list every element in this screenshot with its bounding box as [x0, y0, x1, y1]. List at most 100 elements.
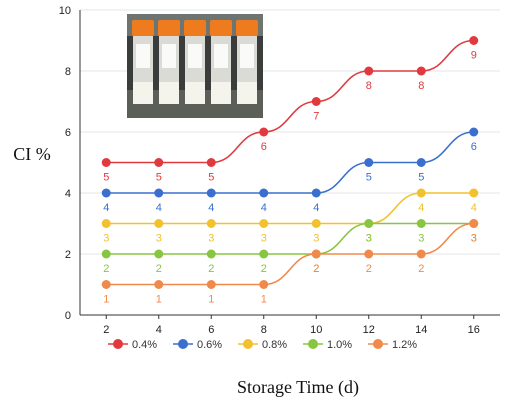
point-0-8pct-4	[154, 219, 164, 228]
legend-marker-0-6pct	[178, 339, 188, 349]
y-axis-label: CI %	[13, 144, 51, 164]
tube-label	[214, 44, 228, 68]
tube-sample	[133, 82, 153, 104]
data-label-0-4pct-16: 9	[471, 50, 477, 62]
data-label-0-4pct-10: 7	[313, 111, 319, 123]
tube-cap	[236, 20, 258, 36]
point-1-2pct-8	[259, 280, 269, 289]
data-label-0-6pct-10: 4	[313, 202, 319, 214]
data-label-0-4pct-4: 5	[156, 172, 162, 184]
point-0-4pct-6	[206, 158, 216, 167]
tube-sample	[159, 82, 179, 104]
x-tick-8: 8	[261, 324, 267, 336]
tube-cap	[184, 20, 206, 36]
point-1-2pct-10	[311, 249, 321, 259]
data-label-1-2pct-8: 1	[261, 294, 267, 306]
point-0-6pct-14	[416, 158, 426, 167]
series-line-0-8pct	[106, 192, 474, 225]
y-tick-2: 2	[65, 249, 71, 261]
data-label-0-4pct-2: 5	[103, 172, 109, 184]
legend-marker-1-2pct	[373, 339, 383, 349]
data-label-0-8pct-4: 3	[156, 233, 162, 245]
data-label-1-0pct-4: 2	[156, 263, 162, 275]
point-0-6pct-6	[206, 188, 216, 198]
y-tick-4: 4	[65, 188, 71, 200]
x-axis-label: Storage Time (d)	[237, 377, 359, 398]
point-0-4pct-4	[154, 158, 164, 167]
axes	[79, 10, 500, 319]
tube-sample	[237, 82, 257, 104]
point-1-2pct-12	[364, 249, 374, 259]
tube-label	[188, 44, 202, 68]
point-1-2pct-6	[206, 280, 216, 289]
data-label-0-6pct-12: 5	[366, 172, 372, 184]
x-tick-10: 10	[310, 324, 322, 336]
tube-cap	[210, 20, 232, 36]
point-0-8pct-2	[101, 219, 111, 228]
data-label-1-0pct-10: 2	[313, 263, 319, 275]
data-label-1-2pct-2: 1	[103, 294, 109, 306]
series-points	[101, 36, 479, 289]
point-1-0pct-4	[154, 249, 164, 259]
point-0-8pct-10	[311, 219, 321, 228]
data-label-0-6pct-16: 6	[471, 141, 477, 153]
legend-label-1-0pct: 1.0%	[327, 339, 352, 351]
point-1-2pct-14	[416, 249, 426, 259]
data-label-1-0pct-12: 3	[366, 233, 372, 245]
point-0-6pct-12	[364, 158, 374, 167]
legend-label-0-8pct: 0.8%	[262, 339, 287, 351]
data-label-0-8pct-14: 4	[418, 202, 424, 214]
data-label-0-4pct-6: 5	[208, 172, 214, 184]
point-0-8pct-8	[259, 219, 269, 228]
data-label-0-8pct-12: 3	[366, 233, 372, 245]
data-label-0-8pct-2: 3	[103, 233, 109, 245]
data-label-0-8pct-8: 3	[261, 233, 267, 245]
point-0-8pct-16	[469, 188, 479, 198]
data-label-0-6pct-4: 4	[156, 202, 162, 214]
x-tick-12: 12	[363, 324, 375, 336]
x-tick-16: 16	[468, 324, 480, 336]
y-tick-labels: 0 2 4 6 8 10	[59, 5, 71, 322]
point-1-0pct-14	[416, 219, 426, 228]
point-1-0pct-8	[259, 249, 269, 259]
point-1-2pct-2	[101, 280, 111, 289]
point-0-4pct-8	[259, 127, 269, 137]
y-tick-0: 0	[65, 310, 71, 322]
legend-label-1-2pct: 1.2%	[392, 339, 417, 351]
tube-cap	[158, 20, 180, 36]
point-0-8pct-14	[416, 188, 426, 198]
legend-marker-0-4pct	[113, 339, 123, 349]
data-label-0-6pct-2: 4	[103, 202, 109, 214]
point-0-6pct-10	[311, 188, 321, 198]
y-tick-8: 8	[65, 66, 71, 78]
legend: 0.4% 0.6% 0.8% 1.0% 1.2%	[108, 339, 417, 351]
point-0-6pct-2	[101, 188, 111, 198]
x-tick-2: 2	[103, 324, 109, 336]
data-label-1-2pct-12: 2	[366, 263, 372, 275]
data-label-1-2pct-16: 3	[471, 233, 477, 245]
data-label-0-6pct-8: 4	[261, 202, 267, 214]
data-label-1-2pct-14: 2	[418, 263, 424, 275]
x-tick-14: 14	[415, 324, 427, 336]
data-label-0-8pct-6: 3	[208, 233, 214, 245]
tube-label	[240, 44, 254, 68]
y-tick-6: 6	[65, 127, 71, 139]
y-tick-10: 10	[59, 5, 71, 17]
point-0-8pct-6	[206, 219, 216, 228]
data-label-0-8pct-10: 3	[313, 233, 319, 245]
point-1-0pct-2	[101, 249, 111, 259]
data-label-1-0pct-6: 2	[208, 263, 214, 275]
tube-label	[136, 44, 150, 68]
point-1-0pct-12	[364, 219, 374, 228]
tube-sample	[211, 82, 231, 104]
legend-label-0-4pct: 0.4%	[132, 339, 157, 351]
x-tick-labels: 2 4 6 8 10 12 14 16	[103, 324, 480, 336]
x-tick-4: 4	[156, 324, 162, 336]
legend-marker-1-0pct	[308, 339, 318, 349]
data-label-1-2pct-4: 1	[156, 294, 162, 306]
data-label-1-0pct-14: 3	[418, 233, 424, 245]
point-0-6pct-4	[154, 188, 164, 198]
tube-cap	[132, 20, 154, 36]
